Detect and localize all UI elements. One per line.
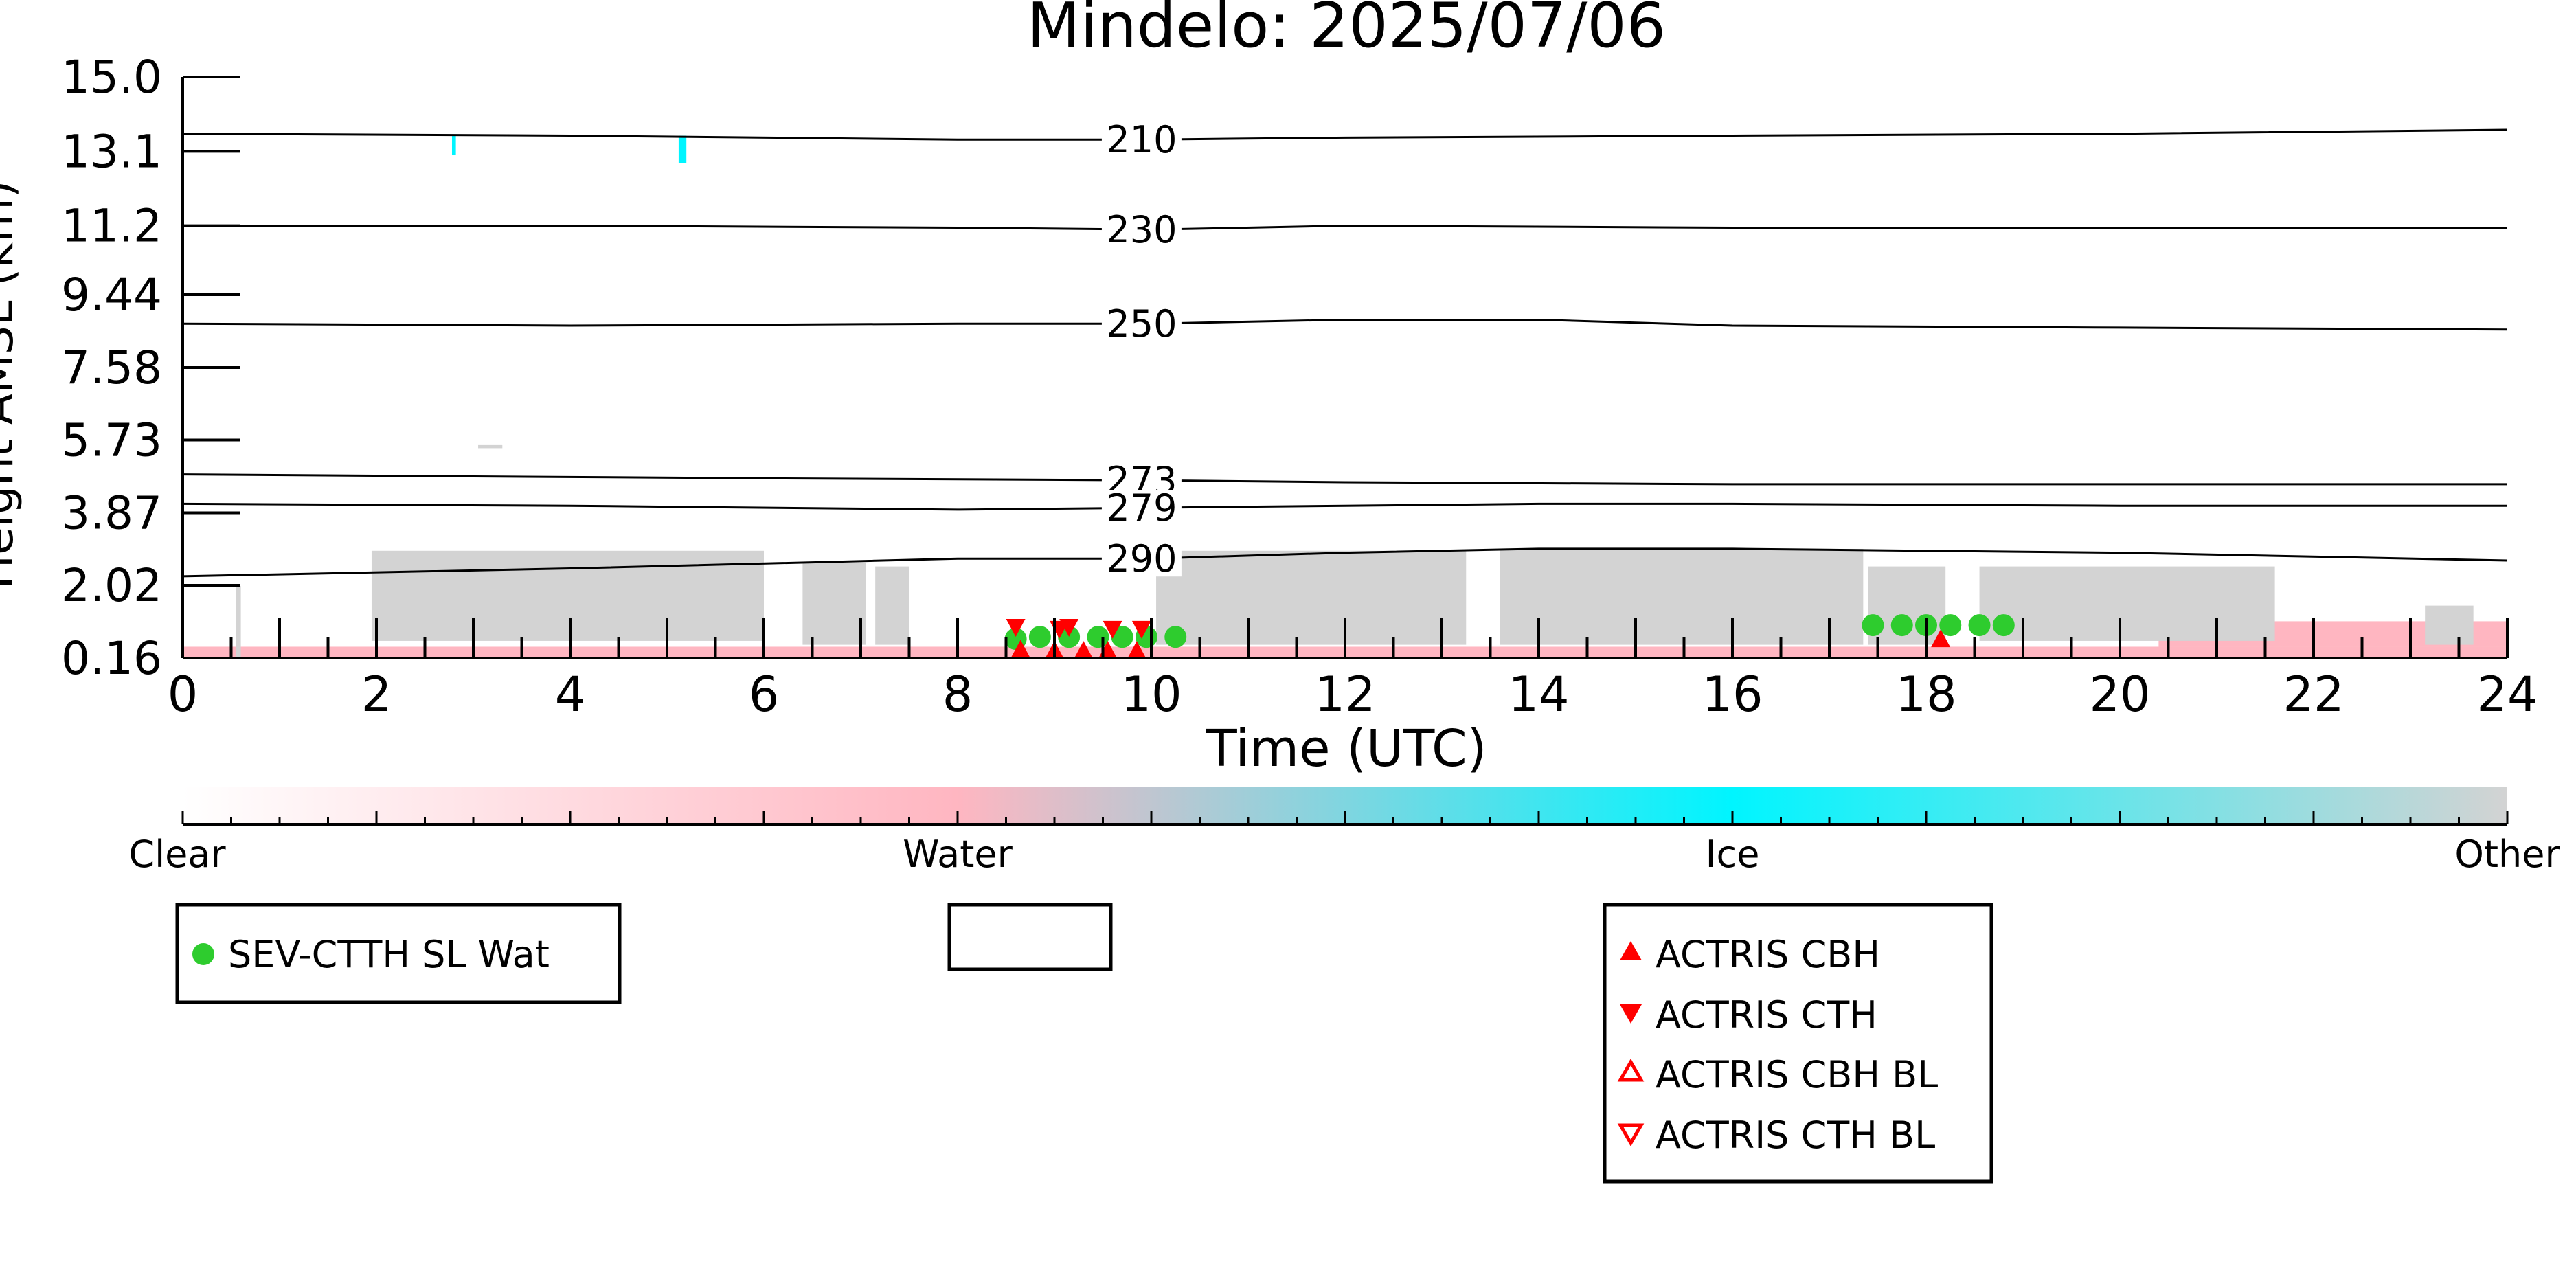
y-axis: 0.16 2.02 3.87 5.73 7.58 9.44 11.2 13.1 15.0 xyxy=(61,51,240,685)
cloud-region-ice xyxy=(678,135,687,163)
contour-label-bg-210 xyxy=(1101,122,1182,158)
legend-actris-cth-label: ACTRIS CTH xyxy=(1656,993,1877,1037)
contour-label-bg-279 xyxy=(1101,490,1182,526)
legend-actris-box xyxy=(1603,903,1993,1184)
cloud-region-ice xyxy=(451,135,456,156)
contour-label-bg-290 xyxy=(1101,541,1182,577)
legend-sev: SEV-CTTH SL Wat xyxy=(175,903,622,1004)
legend-empty xyxy=(947,903,1113,971)
marker-actris-cth xyxy=(1131,620,1151,639)
contour-label-bg-230 xyxy=(1101,212,1182,248)
marker-actris-cth xyxy=(1006,618,1026,637)
colorbar-label-clear: Clear xyxy=(128,833,226,876)
marker-sev-ctth-sl-wat xyxy=(1087,626,1109,648)
cloud-region-other xyxy=(2425,605,2474,645)
x-tick-label: 16 xyxy=(1702,666,1763,723)
marker-sev-ctth-sl-wat xyxy=(1992,614,2015,637)
x-tick-label: 22 xyxy=(2283,666,2344,723)
x-tick-label: 14 xyxy=(1508,666,1569,723)
y-tick-label: 11.2 xyxy=(61,200,162,253)
cloud-region-other xyxy=(236,586,241,658)
y-tick-label: 7.58 xyxy=(61,341,162,394)
x-tick-label: 0 xyxy=(168,666,199,723)
marker-sev-ctth-sl-wat xyxy=(1058,626,1081,648)
marker-actris-cbh xyxy=(1127,641,1146,659)
legend-actris-cth-marker xyxy=(1620,1004,1642,1024)
y-tick-label: 5.73 xyxy=(61,414,162,466)
marker-sev-ctth-sl-wat xyxy=(1939,614,1962,637)
contour-label-279: 279 xyxy=(1106,486,1177,530)
y-tick-label: 15.0 xyxy=(61,51,162,104)
colorbar: Clear Water Ice Other xyxy=(128,787,2560,876)
x-tick-label: 4 xyxy=(555,666,586,723)
legend-actris-cbh-bl-label: ACTRIS CBH BL xyxy=(1656,1053,1938,1096)
colorbar-label-other: Other xyxy=(2454,833,2560,876)
legend-sev-label: SEV-CTTH SL Wat xyxy=(228,933,550,976)
marker-sev-ctth-sl-wat xyxy=(1111,626,1133,648)
legend-sev-marker xyxy=(192,943,214,965)
contour-label-230: 230 xyxy=(1106,208,1177,251)
colorbar-label-ice: Ice xyxy=(1706,833,1760,876)
legend-actris-cth-bl-label: ACTRIS CTH BL xyxy=(1656,1114,1935,1157)
contour-label-bg-250 xyxy=(1101,306,1182,342)
y-tick-label: 13.1 xyxy=(61,125,162,178)
x-tick-label: 12 xyxy=(1314,666,1375,723)
contour-line-250 xyxy=(182,319,2508,331)
x-tick-label: 10 xyxy=(1120,666,1182,723)
contour-label-290: 290 xyxy=(1106,537,1177,580)
legend-actris: ACTRIS CBH ACTRIS CTH ACTRIS CBH BL ACTR… xyxy=(1603,903,1993,1184)
legend-empty-box xyxy=(947,903,1113,971)
cloud-region-other xyxy=(875,566,909,645)
cloud-region-other xyxy=(1156,550,1467,645)
y-tick-label: 9.44 xyxy=(61,269,162,321)
contour-label-210: 210 xyxy=(1106,118,1177,161)
y-tick-label: 3.87 xyxy=(61,487,162,540)
marker-sev-ctth-sl-wat xyxy=(1028,626,1051,648)
marker-sev-ctth-sl-wat xyxy=(1862,614,1884,637)
y-tick-label: 2.02 xyxy=(61,559,162,612)
marker-sev-ctth-sl-wat xyxy=(1890,614,1913,637)
y-tick-label: 0.16 xyxy=(61,632,162,685)
x-axis-label: Time (UTC) xyxy=(1205,719,1487,778)
x-axis: 0 2 4 6 8 10 12 14 16 18 20 22 24 xyxy=(168,618,2538,723)
cloud-region-other xyxy=(1979,566,2275,641)
marker-actris-cth xyxy=(1103,620,1122,639)
legend-actris-cbh-marker xyxy=(1620,941,1642,960)
x-tick-label: 8 xyxy=(942,666,973,723)
cloud-region-other xyxy=(802,562,866,645)
x-tick-label: 24 xyxy=(2476,666,2538,723)
x-tick-label: 6 xyxy=(749,666,780,723)
colorbar-ticks xyxy=(181,811,2509,824)
contour-line-230 xyxy=(183,225,2507,231)
colorbar-label-water: Water xyxy=(903,833,1013,876)
marker-actris-cbh xyxy=(1931,629,1951,648)
marker-actris-cbh xyxy=(1074,641,1094,659)
cloud-region-other xyxy=(478,444,503,449)
legend-actris-cth-bl-marker xyxy=(1617,1123,1645,1147)
contour-line-210 xyxy=(182,128,2508,141)
x-tick-label: 18 xyxy=(1895,666,1956,723)
contour-line-290 xyxy=(182,547,2508,578)
cloud-region-other xyxy=(1500,548,1864,645)
legend-sev-box xyxy=(175,903,622,1004)
marker-actris-cth xyxy=(1059,618,1079,637)
marker-actris-cbh xyxy=(1010,640,1030,658)
contour-line-273 xyxy=(182,473,2507,486)
y-axis-label: Height AMSL (km) xyxy=(0,181,23,589)
chart-title: Mindelo: 2025/07/06 xyxy=(1027,0,1666,62)
legend-actris-cbh-bl-marker xyxy=(1617,1058,1645,1082)
legend-actris-cbh-label: ACTRIS CBH xyxy=(1656,933,1880,976)
contour-label-250: 250 xyxy=(1106,302,1177,346)
marker-sev-ctth-sl-wat xyxy=(1164,626,1187,648)
plot-area xyxy=(183,135,2507,658)
contour-line-279 xyxy=(182,502,2507,511)
x-tick-label: 2 xyxy=(361,666,392,723)
marker-sev-ctth-sl-wat xyxy=(1968,614,1991,637)
x-tick-label: 20 xyxy=(2089,666,2150,723)
